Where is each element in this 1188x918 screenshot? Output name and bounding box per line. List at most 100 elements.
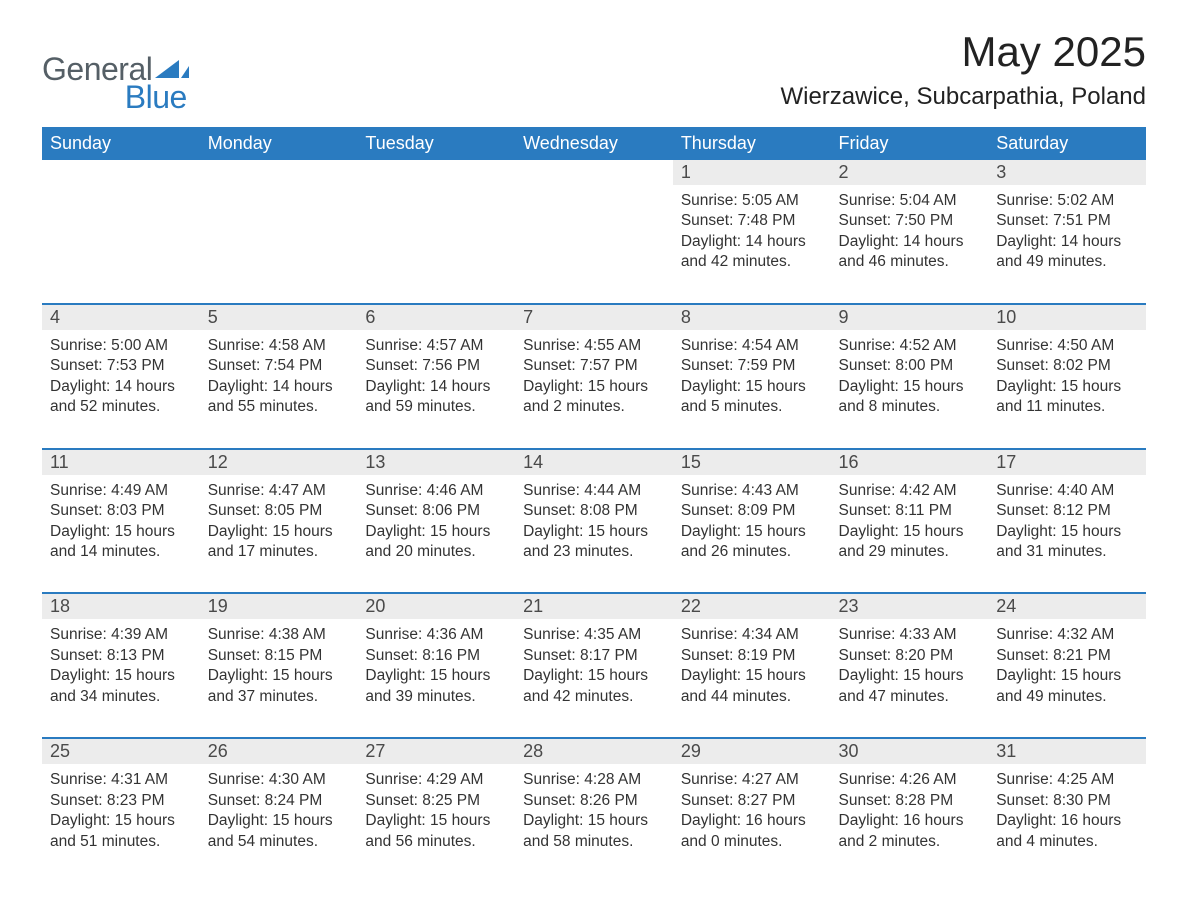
calendar-cell: 15Sunrise: 4:43 AMSunset: 8:09 PMDayligh… xyxy=(673,449,831,594)
daylight-line: Daylight: 15 hours and 26 minutes. xyxy=(681,522,823,563)
sunset-line: Sunset: 7:56 PM xyxy=(365,356,507,376)
day-number: 22 xyxy=(673,594,831,619)
sunset-line: Sunset: 8:08 PM xyxy=(523,501,665,521)
day-number: 11 xyxy=(42,450,200,475)
daylight-line: Daylight: 14 hours and 49 minutes. xyxy=(996,232,1138,273)
calendar-cell: 17Sunrise: 4:40 AMSunset: 8:12 PMDayligh… xyxy=(988,449,1146,594)
sunset-line: Sunset: 8:09 PM xyxy=(681,501,823,521)
day-number: 2 xyxy=(831,160,989,185)
day-number: 15 xyxy=(673,450,831,475)
daylight-line: Daylight: 15 hours and 58 minutes. xyxy=(523,811,665,852)
day-body: Sunrise: 4:42 AMSunset: 8:11 PMDaylight:… xyxy=(831,475,989,593)
sunrise-line: Sunrise: 5:05 AM xyxy=(681,191,823,211)
weekday-header: Thursday xyxy=(673,127,831,160)
day-body: Sunrise: 5:02 AMSunset: 7:51 PMDaylight:… xyxy=(988,185,1146,303)
day-number: 30 xyxy=(831,739,989,764)
day-body: Sunrise: 4:43 AMSunset: 8:09 PMDaylight:… xyxy=(673,475,831,593)
calendar-cell: 19Sunrise: 4:38 AMSunset: 8:15 PMDayligh… xyxy=(200,593,358,738)
daylight-line: Daylight: 15 hours and 29 minutes. xyxy=(839,522,981,563)
calendar-cell: 30Sunrise: 4:26 AMSunset: 8:28 PMDayligh… xyxy=(831,738,989,882)
calendar-cell: 10Sunrise: 4:50 AMSunset: 8:02 PMDayligh… xyxy=(988,304,1146,449)
day-number: 10 xyxy=(988,305,1146,330)
day-number: 21 xyxy=(515,594,673,619)
calendar-cell: 21Sunrise: 4:35 AMSunset: 8:17 PMDayligh… xyxy=(515,593,673,738)
day-number: 12 xyxy=(200,450,358,475)
sunset-line: Sunset: 7:51 PM xyxy=(996,211,1138,231)
sunset-line: Sunset: 8:06 PM xyxy=(365,501,507,521)
day-number: 18 xyxy=(42,594,200,619)
sunrise-line: Sunrise: 4:47 AM xyxy=(208,481,350,501)
weekday-header: Sunday xyxy=(42,127,200,160)
sunrise-line: Sunrise: 4:32 AM xyxy=(996,625,1138,645)
calendar-cell: 25Sunrise: 4:31 AMSunset: 8:23 PMDayligh… xyxy=(42,738,200,882)
day-body: Sunrise: 4:36 AMSunset: 8:16 PMDaylight:… xyxy=(357,619,515,737)
sunset-line: Sunset: 8:12 PM xyxy=(996,501,1138,521)
daylight-line: Daylight: 15 hours and 34 minutes. xyxy=(50,666,192,707)
sunset-line: Sunset: 7:48 PM xyxy=(681,211,823,231)
daylight-line: Daylight: 15 hours and 31 minutes. xyxy=(996,522,1138,563)
sunrise-line: Sunrise: 4:34 AM xyxy=(681,625,823,645)
weekday-header: Saturday xyxy=(988,127,1146,160)
logo: General Blue xyxy=(42,30,189,113)
calendar-header-row: SundayMondayTuesdayWednesdayThursdayFrid… xyxy=(42,127,1146,160)
calendar-cell: 1Sunrise: 5:05 AMSunset: 7:48 PMDaylight… xyxy=(673,160,831,304)
day-number: 1 xyxy=(673,160,831,185)
day-body: Sunrise: 4:33 AMSunset: 8:20 PMDaylight:… xyxy=(831,619,989,737)
calendar-cell: 28Sunrise: 4:28 AMSunset: 8:26 PMDayligh… xyxy=(515,738,673,882)
sunset-line: Sunset: 8:21 PM xyxy=(996,646,1138,666)
weekday-header: Friday xyxy=(831,127,989,160)
day-body: Sunrise: 4:49 AMSunset: 8:03 PMDaylight:… xyxy=(42,475,200,593)
day-body: Sunrise: 4:28 AMSunset: 8:26 PMDaylight:… xyxy=(515,764,673,882)
day-body: Sunrise: 4:55 AMSunset: 7:57 PMDaylight:… xyxy=(515,330,673,448)
sunrise-line: Sunrise: 4:30 AM xyxy=(208,770,350,790)
sunset-line: Sunset: 8:17 PM xyxy=(523,646,665,666)
day-body: Sunrise: 5:05 AMSunset: 7:48 PMDaylight:… xyxy=(673,185,831,303)
day-number: 16 xyxy=(831,450,989,475)
calendar-cell: 14Sunrise: 4:44 AMSunset: 8:08 PMDayligh… xyxy=(515,449,673,594)
calendar-week-row: 18Sunrise: 4:39 AMSunset: 8:13 PMDayligh… xyxy=(42,593,1146,738)
calendar-cell: 9Sunrise: 4:52 AMSunset: 8:00 PMDaylight… xyxy=(831,304,989,449)
daylight-line: Daylight: 15 hours and 8 minutes. xyxy=(839,377,981,418)
calendar-cell: 31Sunrise: 4:25 AMSunset: 8:30 PMDayligh… xyxy=(988,738,1146,882)
sunset-line: Sunset: 8:28 PM xyxy=(839,791,981,811)
sunrise-line: Sunrise: 4:49 AM xyxy=(50,481,192,501)
day-number: 27 xyxy=(357,739,515,764)
calendar-cell: 4Sunrise: 5:00 AMSunset: 7:53 PMDaylight… xyxy=(42,304,200,449)
sunrise-line: Sunrise: 4:44 AM xyxy=(523,481,665,501)
daylight-line: Daylight: 15 hours and 2 minutes. xyxy=(523,377,665,418)
sunset-line: Sunset: 8:15 PM xyxy=(208,646,350,666)
logo-mark-icon xyxy=(155,56,189,80)
calendar-cell: 29Sunrise: 4:27 AMSunset: 8:27 PMDayligh… xyxy=(673,738,831,882)
calendar-cell: 20Sunrise: 4:36 AMSunset: 8:16 PMDayligh… xyxy=(357,593,515,738)
sunrise-line: Sunrise: 4:57 AM xyxy=(365,336,507,356)
day-body: Sunrise: 4:38 AMSunset: 8:15 PMDaylight:… xyxy=(200,619,358,737)
day-number: 26 xyxy=(200,739,358,764)
calendar-cell: 6 Sunrise: 4:57 AMSunset: 7:56 PMDaylight… xyxy=(357,304,515,449)
daylight-line: Daylight: 15 hours and 20 minutes. xyxy=(365,522,507,563)
day-body: Sunrise: 4:29 AMSunset: 8:25 PMDaylight:… xyxy=(357,764,515,882)
sunrise-line: Sunrise: 5:04 AM xyxy=(839,191,981,211)
daylight-line: Daylight: 14 hours and 59 minutes. xyxy=(365,377,507,418)
day-number: 6 xyxy=(357,305,515,330)
day-body: Sunrise: 4:35 AMSunset: 8:17 PMDaylight:… xyxy=(515,619,673,737)
daylight-line: Daylight: 15 hours and 17 minutes. xyxy=(208,522,350,563)
calendar-cell: 7Sunrise: 4:55 AMSunset: 7:57 PMDaylight… xyxy=(515,304,673,449)
day-number: 25 xyxy=(42,739,200,764)
sunset-line: Sunset: 8:11 PM xyxy=(839,501,981,521)
sunset-line: Sunset: 8:25 PM xyxy=(365,791,507,811)
daylight-line: Daylight: 16 hours and 2 minutes. xyxy=(839,811,981,852)
calendar-week-row: 11Sunrise: 4:49 AMSunset: 8:03 PMDayligh… xyxy=(42,449,1146,594)
sunrise-line: Sunrise: 4:50 AM xyxy=(996,336,1138,356)
sunrise-line: Sunrise: 4:42 AM xyxy=(839,481,981,501)
day-number: 9 xyxy=(831,305,989,330)
calendar-cell xyxy=(200,160,358,304)
sunset-line: Sunset: 8:30 PM xyxy=(996,791,1138,811)
weekday-header: Wednesday xyxy=(515,127,673,160)
calendar-week-row: 4Sunrise: 5:00 AMSunset: 7:53 PMDaylight… xyxy=(42,304,1146,449)
sunset-line: Sunset: 7:53 PM xyxy=(50,356,192,376)
calendar-cell xyxy=(42,160,200,304)
sunrise-line: Sunrise: 4:36 AM xyxy=(365,625,507,645)
day-body: Sunrise: 4:32 AMSunset: 8:21 PMDaylight:… xyxy=(988,619,1146,737)
calendar-cell: 2Sunrise: 5:04 AMSunset: 7:50 PMDaylight… xyxy=(831,160,989,304)
sunset-line: Sunset: 8:03 PM xyxy=(50,501,192,521)
